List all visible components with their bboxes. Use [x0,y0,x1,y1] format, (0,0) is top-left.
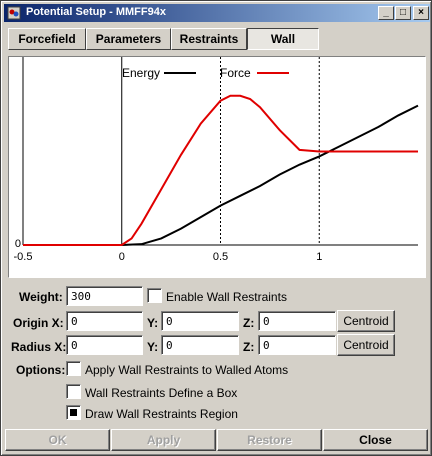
define-box-label: Wall Restraints Define a Box [85,386,237,400]
tab-parameters[interactable]: Parameters [86,28,171,50]
radius-y-input[interactable]: 0 [161,335,239,355]
close-window-button[interactable]: × [413,6,429,20]
maximize-button[interactable]: □ [395,6,411,20]
radius-centroid-button[interactable]: Centroid [337,334,395,356]
plot-area: -0.5 0 0.5 1 0 [14,57,418,263]
ok-button[interactable]: OK [5,429,110,451]
radius-x-label: Radius X: [11,340,66,354]
minimize-button[interactable]: _ [378,6,394,20]
restore-button[interactable]: Restore [217,429,322,451]
origin-centroid-button[interactable]: Centroid [337,310,395,332]
legend-energy-label: Energy [122,66,160,80]
potential-chart: -0.5 0 0.5 1 0 Energy Force [8,56,426,278]
window-title: Potential Setup - MMFF94x [26,6,166,18]
app-icon [7,6,21,20]
radius-z-label: Z: [243,340,254,354]
chart-svg: -0.5 0 0.5 1 0 Energy Force [9,57,425,277]
weight-input[interactable]: 300 [66,286,143,306]
apply-wall-atoms-label: Apply Wall Restraints to Walled Atoms [85,363,288,377]
tab-restraints[interactable]: Restraints [171,28,247,50]
origin-y-input[interactable]: 0 [161,311,239,331]
tab-forcefield[interactable]: Forcefield [8,28,86,50]
tab-wall[interactable]: Wall [247,28,319,50]
draw-region-checkbox[interactable] [66,405,81,420]
weight-label: Weight: [19,290,63,304]
origin-z-label: Z: [243,316,254,330]
legend: Energy Force [122,66,289,80]
origin-x-input[interactable]: 0 [66,311,143,331]
options-label: Options: [16,363,65,377]
x-tick-label: 0.5 [213,251,228,263]
draw-region-label: Draw Wall Restraints Region [85,407,238,421]
close-button[interactable]: Close [323,429,428,451]
radius-y-label: Y: [147,340,158,354]
y-tick-label: 0 [15,238,21,250]
legend-force-label: Force [220,66,251,80]
radius-x-input[interactable]: 0 [66,335,143,355]
x-tick-label: -0.5 [14,251,33,263]
apply-button[interactable]: Apply [111,429,216,451]
title-bar[interactable]: Potential Setup - MMFF94x _ □ × [4,4,430,22]
radius-z-input[interactable]: 0 [258,335,336,355]
x-tick-label: 0 [119,251,125,263]
enable-wall-label: Enable Wall Restraints [166,290,287,304]
apply-wall-atoms-checkbox[interactable] [66,361,81,376]
x-tick-label: 1 [316,251,322,263]
origin-y-label: Y: [147,316,158,330]
enable-wall-checkbox[interactable] [147,288,162,303]
origin-z-input[interactable]: 0 [258,311,336,331]
origin-x-label: Origin X: [13,316,64,330]
define-box-checkbox[interactable] [66,384,81,399]
